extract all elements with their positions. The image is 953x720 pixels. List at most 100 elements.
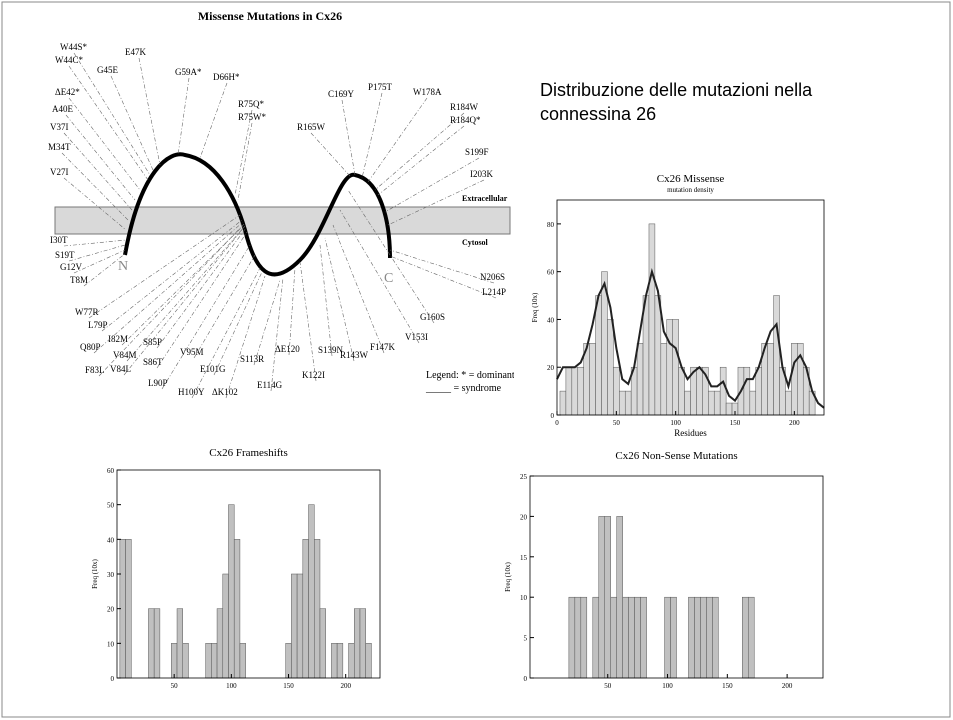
- mutation-label: H100Y: [178, 387, 205, 397]
- x-tick-label: 150: [730, 419, 741, 427]
- mutation-label: R165W: [297, 122, 326, 132]
- mutation-label: R184W: [450, 102, 479, 112]
- bar: [575, 597, 581, 678]
- bar: [320, 609, 326, 678]
- leader-line: [127, 226, 245, 361]
- chart: Cx26 Missensemutation densityResiduesFre…: [531, 173, 824, 438]
- mutation-label: S86T: [143, 357, 163, 367]
- bar: [560, 391, 566, 415]
- bar: [785, 391, 791, 415]
- leader-line: [94, 222, 243, 353]
- bar: [337, 643, 343, 678]
- mutation-label: F147K: [370, 342, 396, 352]
- bar: [756, 367, 762, 415]
- leader-line: [139, 58, 160, 165]
- leader-line: [342, 100, 355, 175]
- mutation-label: ΔK102: [212, 387, 238, 397]
- bar: [596, 296, 602, 415]
- bar: [183, 643, 189, 678]
- x-tick-label: 100: [226, 682, 237, 690]
- legend-clip: Legend: * = dominant _____ = syndrome: [425, 370, 515, 394]
- bar: [637, 343, 643, 415]
- bar: [673, 319, 679, 415]
- bar: [349, 643, 355, 678]
- mutation-label: R184Q*: [450, 115, 481, 125]
- leader-line: [333, 225, 384, 353]
- diagram-title: Missense Mutations in Cx26: [198, 9, 342, 23]
- mutation-label: S19T: [55, 250, 75, 260]
- leader-line: [64, 240, 126, 246]
- bar: [661, 343, 667, 415]
- bar: [641, 597, 647, 678]
- mutation-label: L90P: [148, 378, 168, 388]
- bar: [354, 609, 360, 678]
- bar: [726, 403, 732, 415]
- y-tick-label: 0: [111, 675, 115, 683]
- bar: [297, 574, 303, 678]
- x-tick-label: 0: [555, 419, 559, 427]
- y-axis-label: Freq (10x): [531, 292, 539, 322]
- mutation-label: W44S*: [60, 42, 88, 52]
- y-tick-label: 20: [520, 513, 528, 521]
- y-tick-label: 10: [520, 594, 528, 602]
- y-tick-label: 60: [107, 467, 115, 475]
- bar: [613, 367, 619, 415]
- y-tick-label: 0: [551, 412, 555, 420]
- page: Missense Mutations in Cx26 W44S*W44C*G45…: [0, 0, 953, 720]
- y-axis-label: Freq (10x): [504, 561, 512, 591]
- bar: [590, 343, 596, 415]
- mutation-label: I203K: [470, 169, 493, 179]
- mutation-label: V95M: [180, 347, 204, 357]
- bar: [665, 597, 671, 678]
- mutation-label: ΔE120: [275, 344, 300, 354]
- bar: [217, 609, 223, 678]
- bar: [360, 609, 366, 678]
- leader-line: [311, 133, 350, 176]
- x-tick-label: 200: [340, 682, 351, 690]
- x-tick-label: 50: [613, 419, 621, 427]
- bar: [291, 574, 297, 678]
- bar: [240, 643, 246, 678]
- leader-line: [289, 268, 295, 355]
- bar: [581, 597, 587, 678]
- mutation-label: G160S: [420, 312, 445, 322]
- mutation-label: R75W*: [238, 112, 266, 122]
- leader-line: [200, 83, 227, 158]
- mutation-label: V84L: [110, 364, 131, 374]
- leader-line: [69, 98, 140, 190]
- bar: [607, 319, 613, 415]
- y-tick-label: 30: [107, 571, 115, 579]
- mutation-label: G59A*: [175, 67, 202, 77]
- leader-line: [300, 262, 316, 381]
- y-tick-label: 25: [520, 473, 528, 481]
- slide-text: Distribuzione delle mutazioni nella conn…: [540, 78, 880, 126]
- bar: [625, 391, 631, 415]
- leader-line: [325, 238, 354, 361]
- mutation-label: R75Q*: [238, 99, 265, 109]
- y-tick-label: 5: [524, 635, 528, 643]
- bar: [619, 391, 625, 415]
- bar: [649, 224, 655, 415]
- x-axis-label: Residues: [674, 428, 707, 438]
- mutation-label: K122I: [302, 370, 325, 380]
- bar: [694, 597, 700, 678]
- leader-line: [362, 93, 382, 178]
- mutation-label: E101G: [200, 364, 226, 374]
- membrane: [55, 207, 510, 234]
- bar: [629, 597, 635, 678]
- bar: [623, 597, 629, 678]
- bar: [593, 597, 599, 678]
- leader-line: [102, 220, 242, 331]
- mutation-label: E114G: [257, 380, 283, 390]
- y-tick-label: 60: [547, 269, 555, 277]
- mutation-label: Q80P: [80, 342, 101, 352]
- mutation-label: ΔE42*: [55, 87, 80, 97]
- y-tick-label: 80: [547, 221, 555, 229]
- mutation-label: E47K: [125, 47, 146, 57]
- chart-subtitle: mutation density: [667, 186, 714, 194]
- mutation-label: C169Y: [328, 89, 355, 99]
- mutation-label: V153I: [405, 332, 428, 342]
- leader-line: [378, 126, 464, 195]
- bar: [148, 609, 154, 678]
